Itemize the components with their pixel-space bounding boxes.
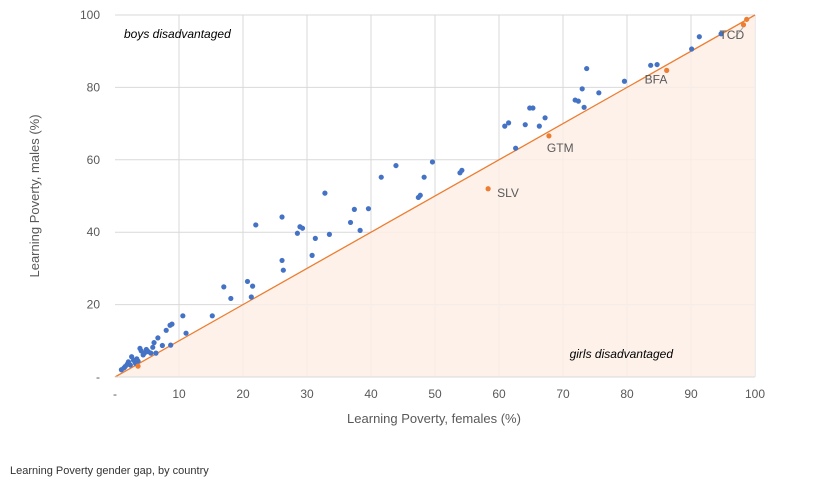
blue-data-point [542,115,548,121]
blue-data-point [151,340,157,346]
blue-data-point [250,283,256,289]
x-tick-label: 60 [492,387,506,401]
blue-data-point [357,227,363,233]
blue-data-point [581,104,587,110]
country-label-slv: SLV [497,186,519,200]
parity-line [114,14,756,378]
blue-data-point [148,350,154,356]
x-tick-label: 90 [684,387,698,401]
blue-data-point [513,145,519,151]
blue-data-point [183,330,189,336]
x-tick-label: 20 [236,387,250,401]
blue-data-point [584,65,590,72]
x-tick-label: 10 [172,387,186,401]
blue-data-point [579,86,585,92]
blue-data-point [393,162,399,169]
blue-data-point [169,321,175,327]
x-tick-label: - [113,387,117,401]
y-tick-label: 60 [87,153,101,167]
x-tick-label: 70 [556,387,570,401]
boys-disadvantaged-label: boys disadvantaged [124,27,231,41]
blue-data-point [326,231,332,237]
blue-data-point [279,257,285,264]
blue-data-point [347,219,354,226]
x-tick-label: 30 [300,387,314,401]
x-tick-label: 40 [364,387,378,401]
blue-data-point [309,252,315,258]
x-axis-title: Learning Poverty, females (%) [347,411,521,426]
blue-data-point [248,294,254,300]
orange-data-point [546,133,552,139]
blue-data-point [312,235,318,241]
blue-data-point [153,350,159,356]
girls-disadvantaged-label: girls disadvantaged [570,347,674,361]
blue-data-point [155,335,161,341]
blue-data-point [417,192,423,198]
blue-data-point [689,46,695,52]
blue-data-point [459,167,465,173]
blue-data-point [127,362,133,368]
blue-data-point [575,98,581,104]
x-tick-labels: - 10 20 30 40 50 60 70 80 90 100 [113,387,765,401]
orange-data-point [664,67,670,73]
country-label-bfa: BFA [645,72,668,86]
y-tick-label: 80 [87,80,101,94]
chart-caption: Learning Poverty gender gap, by country [10,465,209,477]
x-tick-label: 80 [620,387,634,401]
blue-data-point [159,342,165,349]
label-leader-line [735,26,744,38]
orange-data-point [485,186,491,192]
blue-data-point [150,344,156,350]
blue-data-point [221,284,227,290]
blue-data-point [279,214,285,220]
blue-data-point [506,120,512,126]
y-tick-label: 40 [87,225,101,239]
country-labels: TCD BFA GTM SLV [497,26,744,200]
blue-data-point [429,159,436,165]
blue-data-point [294,230,300,236]
blue-data-point [530,105,536,111]
blue-data-point [648,62,654,68]
blue-data-point [168,342,174,348]
x-tick-label: 100 [745,387,765,401]
blue-data-point [696,34,702,40]
blue-data-point [299,225,306,231]
country-label-gtm: GTM [547,141,574,155]
blue-data-point [522,122,528,128]
blue-data-point [365,206,372,212]
y-axis-title: Learning Poverty, males (%) [27,114,42,277]
blue-data-point [621,78,628,84]
blue-data-point [228,295,234,302]
blue-data-point [180,313,186,319]
x-tick-label: 50 [428,387,442,401]
y-tick-labels: - 20 40 60 80 100 [80,8,100,384]
y-tick-label: 20 [87,298,101,312]
blue-data-point [244,278,251,285]
blue-data-point [596,90,602,96]
blue-data-point [163,327,169,333]
orange-data-point [135,363,141,369]
blue-data-point [351,206,357,212]
country-label-tcd: TCD [719,28,744,42]
orange-data-point [744,16,750,22]
blue-data-point [421,174,427,180]
orange-data-point [740,22,747,28]
blue-data-point [209,313,215,319]
blue-data-point [135,358,141,364]
blue-data-point [280,267,286,273]
blue-data-point [322,190,328,196]
blue-data-point [378,174,384,180]
blue-data-point [536,123,542,129]
y-tick-label: - [96,370,100,384]
blue-data-point [718,31,724,37]
data-points [118,16,750,373]
blue-data-point [502,123,508,129]
blue-data-point [253,222,259,228]
y-tick-label: 100 [80,8,100,22]
blue-data-point [654,61,660,68]
